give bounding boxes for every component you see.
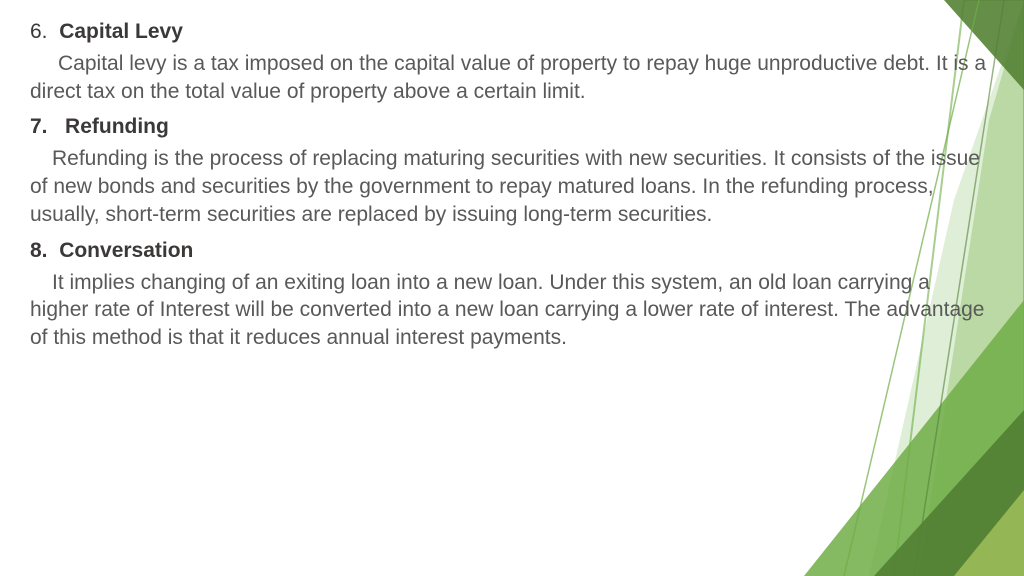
- section-heading-8: 8. Conversation: [30, 239, 994, 263]
- section-number: 6.: [30, 20, 48, 43]
- section-heading-6: 6. Capital Levy: [30, 20, 994, 44]
- slide-content: 6. Capital Levy Capital levy is a tax im…: [0, 0, 1024, 576]
- section-body-7: Refunding is the process of replacing ma…: [30, 145, 994, 228]
- section-heading-7: 7. Refunding: [30, 115, 994, 139]
- section-title: Conversation: [59, 239, 193, 262]
- section-title: Refunding: [65, 115, 169, 138]
- section-body-8: It implies changing of an exiting loan i…: [30, 269, 994, 352]
- section-number: 8.: [30, 239, 48, 262]
- section-number: 7.: [30, 115, 48, 138]
- section-body-6: Capital levy is a tax imposed on the cap…: [30, 50, 994, 105]
- section-title: Capital Levy: [59, 20, 183, 43]
